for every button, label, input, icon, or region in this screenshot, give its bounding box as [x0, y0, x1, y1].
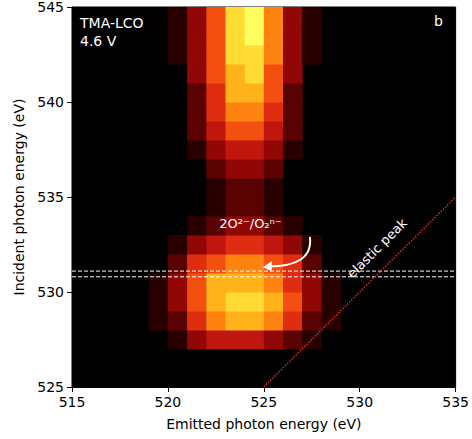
svg-text:4.6 V: 4.6 V — [80, 33, 117, 49]
svg-text:530: 530 — [37, 284, 64, 300]
svg-text:2O²⁻/O₂ⁿ⁻: 2O²⁻/O₂ⁿ⁻ — [219, 216, 281, 231]
svg-text:elastic peak: elastic peak — [344, 215, 410, 281]
svg-text:540: 540 — [37, 94, 64, 110]
svg-text:530: 530 — [346, 394, 373, 410]
svg-text:525: 525 — [37, 379, 64, 395]
svg-text:535: 535 — [37, 189, 64, 205]
svg-text:Emitted photon energy (eV): Emitted photon energy (eV) — [166, 416, 361, 432]
svg-text:535: 535 — [442, 394, 469, 410]
svg-text:b: b — [434, 13, 443, 29]
svg-text:525: 525 — [250, 394, 277, 410]
svg-text:TMA-LCO: TMA-LCO — [79, 15, 144, 31]
svg-text:515: 515 — [59, 394, 86, 410]
svg-text:Incident photon energy (eV): Incident photon energy (eV) — [11, 99, 27, 296]
svg-text:520: 520 — [155, 394, 182, 410]
svg-text:545: 545 — [37, 0, 64, 15]
